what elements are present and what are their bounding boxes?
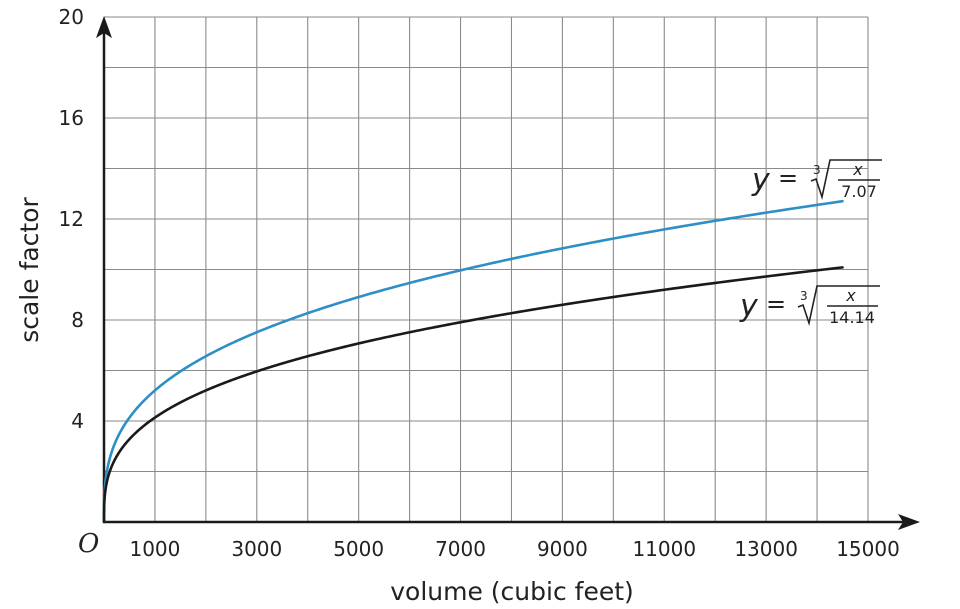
x-tick-label: 3000 — [231, 537, 282, 561]
grid — [104, 16, 869, 522]
y-tick-label: 4 — [71, 409, 84, 433]
equation-equals: = — [766, 290, 786, 318]
y-axis-arrow — [96, 16, 112, 38]
tick-labels: 1000 3000 5000 7000 9000 11000 13000 15000 4 8 12 1… — [59, 5, 900, 561]
x-axis-arrow — [898, 514, 920, 530]
y-tick-label: 16 — [59, 106, 84, 130]
x-tick-label: 13000 — [734, 537, 798, 561]
numerator: x — [845, 286, 856, 305]
root-index: 3 — [813, 163, 821, 177]
x-tick-label: 15000 — [836, 537, 900, 561]
numerator: x — [852, 160, 863, 179]
equation-label-blue: y = 3 x 7.07 — [751, 159, 882, 201]
denominator: 7.07 — [841, 182, 877, 201]
y-tick-label: 12 — [59, 207, 84, 231]
x-tick-label: 9000 — [537, 537, 588, 561]
equation-label-black: y = 3 x 14.14 — [739, 285, 880, 327]
y-axis-label: scale factor — [15, 196, 44, 342]
series-line-black — [102, 266, 844, 524]
radical-sign — [810, 159, 882, 201]
root-index: 3 — [800, 289, 808, 303]
origin-label: O — [78, 529, 99, 559]
x-tick-label: 11000 — [632, 537, 696, 561]
equation-y: y — [751, 163, 771, 198]
x-axis-label: volume (cubic feet) — [390, 577, 634, 606]
x-tick-label: 5000 — [333, 537, 384, 561]
radical-sign — [797, 285, 880, 327]
equation-y: y — [739, 289, 759, 324]
equation-equals: = — [778, 164, 798, 192]
y-tick-label: 8 — [71, 308, 84, 332]
denominator: 14.14 — [829, 308, 875, 327]
y-tick-label: 20 — [59, 5, 84, 29]
curves — [102, 199, 844, 524]
axes — [96, 16, 920, 530]
x-tick-label: 7000 — [435, 537, 486, 561]
x-tick-label: 1000 — [129, 537, 180, 561]
series-line-blue — [102, 199, 844, 524]
